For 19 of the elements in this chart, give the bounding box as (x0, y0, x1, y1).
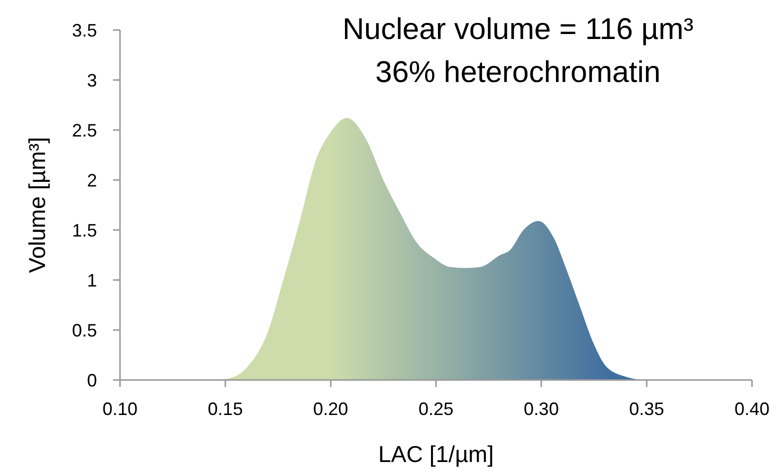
x-tick-label: 0.20 (313, 399, 348, 419)
x-tick-label: 0.25 (418, 399, 454, 419)
text: 36% heterochromatin (375, 56, 661, 89)
y-tick-label: 1.5 (72, 220, 97, 240)
y-tick-label: 3 (86, 70, 97, 90)
y-tick-label: 0 (86, 370, 97, 390)
y-tick-label: 3.5 (72, 20, 97, 40)
x-tick-label: 0.10 (102, 399, 138, 419)
y-tick-label: 2 (86, 170, 97, 190)
y-tick-label: 2.5 (72, 120, 97, 140)
x-tick-label: 0.15 (208, 399, 243, 419)
y-tick-label: 0.5 (72, 320, 97, 340)
x-tick-label: 0.30 (524, 399, 559, 419)
y-axis-title: Volume [µm³] (24, 137, 50, 273)
x-tick-label: 0.40 (734, 399, 770, 419)
x-axis-title: LAC [1/µm] (378, 441, 494, 467)
chart-title: Nuclear volume = 116 µm³ (342, 13, 694, 46)
x-tick-label: 0.35 (629, 399, 664, 419)
y-tick-label: 1 (86, 270, 97, 290)
